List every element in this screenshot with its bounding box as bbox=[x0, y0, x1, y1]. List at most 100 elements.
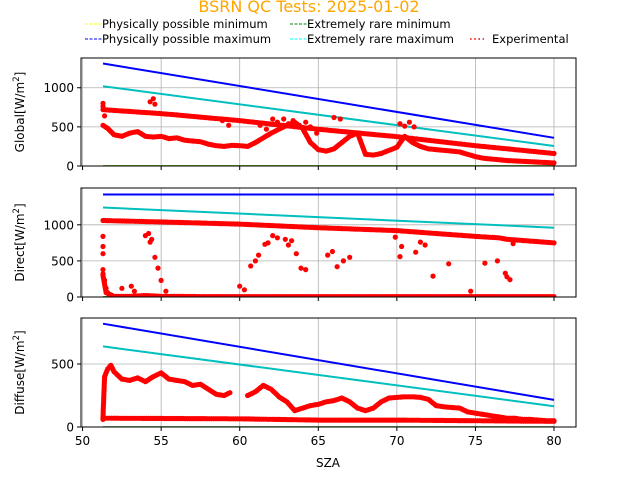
data-point bbox=[417, 239, 423, 245]
data-point bbox=[551, 294, 557, 297]
data-point bbox=[155, 265, 161, 271]
y-tick-label: 0 bbox=[66, 291, 74, 305]
series-line-rare-max bbox=[102, 85, 555, 147]
data-point bbox=[102, 113, 108, 119]
x-tick-label: 55 bbox=[154, 434, 169, 448]
x-tick-label: 60 bbox=[232, 434, 247, 448]
series-line-phys-max bbox=[102, 322, 555, 401]
series-experimental bbox=[100, 217, 557, 297]
y-axis-label: Diffuse[W/m2] bbox=[12, 330, 27, 414]
legend-entry: Extremely rare minimum bbox=[290, 17, 451, 31]
data-point bbox=[494, 258, 500, 264]
data-point bbox=[149, 236, 155, 242]
panel-direct: 0 500 1000 Direct[W/m2] bbox=[12, 187, 577, 305]
data-point bbox=[331, 114, 337, 121]
data-point bbox=[468, 288, 474, 294]
data-point bbox=[446, 261, 452, 267]
data-point bbox=[314, 130, 320, 136]
data-point bbox=[100, 233, 106, 239]
data-point bbox=[248, 263, 254, 269]
data-point bbox=[551, 240, 557, 246]
data-point bbox=[507, 277, 513, 283]
data-point bbox=[397, 121, 403, 127]
data-point bbox=[282, 236, 288, 242]
data-point bbox=[397, 254, 403, 260]
series-experimental bbox=[100, 96, 557, 166]
data-point bbox=[100, 271, 106, 277]
data-point bbox=[100, 267, 106, 273]
series-line-rare-max bbox=[102, 345, 555, 408]
x-tick-label: 65 bbox=[311, 434, 326, 448]
y-tick-label: 1000 bbox=[43, 81, 74, 95]
data-point bbox=[551, 418, 557, 424]
data-point bbox=[128, 283, 134, 289]
data-point bbox=[406, 119, 412, 125]
data-point bbox=[241, 287, 247, 293]
data-point bbox=[158, 277, 164, 283]
data-point bbox=[146, 230, 152, 237]
data-point bbox=[290, 118, 296, 124]
data-point bbox=[482, 260, 488, 266]
legend-label: Physically possible maximum bbox=[102, 32, 271, 46]
data-point bbox=[227, 390, 233, 396]
data-point bbox=[430, 273, 436, 279]
legend: Physically possible minimum Extremely rar… bbox=[85, 17, 569, 46]
legend-entry: Extremely rare maximum bbox=[290, 32, 454, 46]
data-point bbox=[256, 252, 262, 258]
chart-title: BSRN QC Tests: 2025-01-02 bbox=[198, 0, 419, 16]
legend-entry: Physically possible minimum bbox=[85, 17, 268, 31]
y-tick-label: 500 bbox=[51, 120, 74, 134]
data-point bbox=[337, 116, 343, 122]
legend-label: Physically possible minimum bbox=[102, 17, 268, 31]
data-point bbox=[226, 122, 232, 128]
series-line-rare-max bbox=[102, 206, 555, 229]
y-tick-label: 1000 bbox=[43, 218, 74, 232]
data-point bbox=[152, 101, 158, 107]
data-point bbox=[303, 267, 309, 273]
data-point bbox=[329, 248, 335, 255]
data-point bbox=[131, 288, 137, 294]
data-point bbox=[422, 242, 428, 248]
data-point bbox=[237, 283, 243, 289]
x-tick-label: 50 bbox=[75, 434, 90, 448]
panel-diffuse: 0 500 Diffuse[W/m2] bbox=[12, 317, 577, 435]
data-point bbox=[413, 249, 419, 255]
legend-entry: Experimental bbox=[470, 32, 569, 46]
x-axis-label: SZA bbox=[316, 456, 341, 470]
data-point bbox=[281, 116, 287, 122]
x-tick-label: 80 bbox=[546, 434, 561, 448]
data-point bbox=[265, 240, 271, 246]
legend-label: Experimental bbox=[492, 32, 569, 46]
data-point bbox=[102, 277, 108, 283]
data-point bbox=[285, 242, 291, 248]
data-point bbox=[103, 285, 109, 291]
data-point bbox=[100, 251, 106, 257]
y-tick-label: 500 bbox=[51, 357, 74, 371]
y-tick-label: 500 bbox=[51, 254, 74, 268]
data-point bbox=[411, 124, 417, 130]
data-point bbox=[399, 243, 405, 250]
data-point bbox=[340, 258, 346, 264]
data-point bbox=[551, 160, 557, 166]
x-tick-label: 70 bbox=[389, 434, 404, 448]
data-point bbox=[108, 293, 114, 297]
data-point bbox=[307, 124, 313, 130]
data-point bbox=[274, 235, 280, 241]
data-point bbox=[100, 243, 106, 250]
data-point bbox=[152, 254, 158, 260]
panel-global: 0 500 1000 Global[W/m2] bbox=[12, 57, 577, 174]
data-point bbox=[150, 96, 156, 102]
legend-label: Extremely rare minimum bbox=[307, 17, 451, 31]
data-point bbox=[402, 123, 408, 129]
series-experimental bbox=[100, 362, 557, 424]
data-point bbox=[270, 116, 276, 122]
data-point bbox=[298, 265, 304, 271]
y-axis-label: Global[W/m2] bbox=[12, 72, 27, 153]
data-point bbox=[347, 254, 353, 260]
data-point bbox=[392, 234, 398, 240]
axes-frame bbox=[80, 187, 577, 298]
legend-label: Extremely rare maximum bbox=[307, 32, 454, 46]
data-point bbox=[551, 150, 557, 157]
data-point bbox=[270, 233, 276, 239]
data-point bbox=[147, 99, 153, 105]
